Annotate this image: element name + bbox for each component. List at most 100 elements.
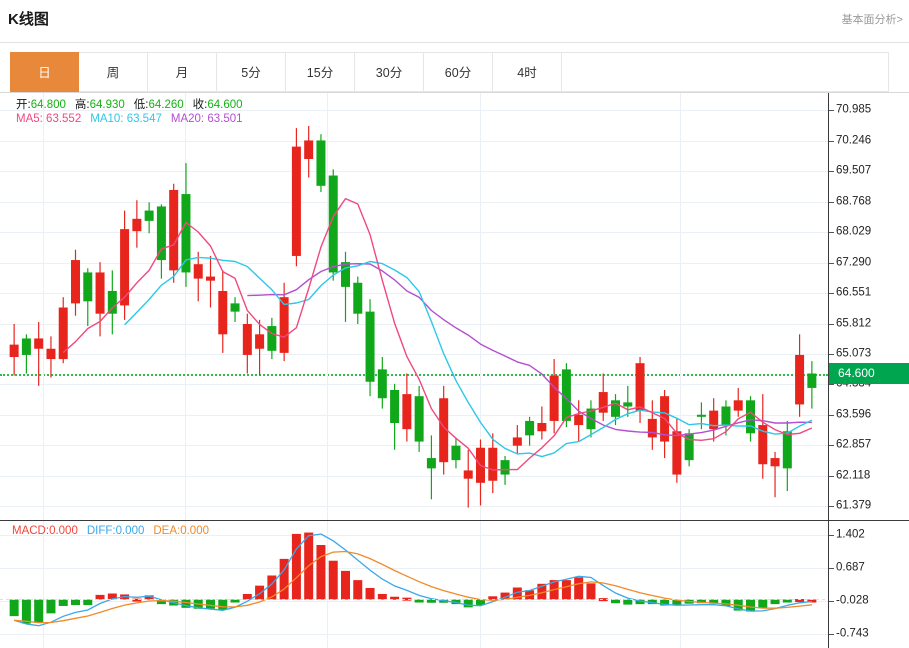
vertical-grid-line — [185, 93, 186, 520]
price-axis-tick — [829, 353, 834, 355]
macd-axis-label: 0.687 — [836, 561, 865, 574]
tab-0[interactable]: 日 — [10, 52, 79, 92]
ma20-value: 63.501 — [207, 113, 243, 125]
price-axis-tick — [829, 506, 834, 508]
ma5-label: MA5: — [16, 113, 43, 125]
macd-grid-line — [0, 534, 828, 536]
close-value: 64.600 — [207, 99, 243, 111]
macd-grid-line — [0, 600, 828, 602]
tab-3[interactable]: 5分 — [217, 52, 286, 92]
price-axis-label: 69.507 — [836, 164, 872, 177]
macd-label: MACD: — [12, 525, 50, 537]
low-value: 64.260 — [148, 99, 184, 111]
price-axis-tick — [829, 110, 834, 112]
vertical-grid-line — [480, 93, 481, 520]
price-grid-line — [0, 384, 828, 386]
vertical-grid-line — [185, 521, 186, 648]
diff-label: DIFF: — [86, 525, 116, 537]
macd-grid-line — [0, 567, 828, 569]
price-axis-tick — [829, 140, 834, 142]
macd-value: 0.000 — [49, 525, 78, 537]
vertical-grid-line — [680, 93, 681, 520]
ma20-label: MA20: — [170, 113, 205, 125]
price-axis-label: 62.857 — [836, 438, 872, 451]
macd-axis-label: -0.028 — [836, 594, 869, 607]
candlestick-series — [9, 126, 817, 508]
price-axis-label: 62.118 — [836, 469, 871, 482]
dea-label: DEA: — [153, 525, 181, 537]
price-axis-label: 70.246 — [836, 133, 872, 146]
period-tab-bar[interactable]: 日周月 5分 15分 30分 60分 4时 — [10, 52, 889, 92]
price-grid-line — [0, 323, 828, 325]
price-axis-tick — [829, 201, 834, 203]
tab-4[interactable]: 15分 — [286, 52, 355, 92]
price-axis-label: 61.379 — [836, 499, 872, 512]
price-grid-line — [0, 110, 828, 112]
high-label: 高: — [74, 99, 90, 111]
fundamental-analysis-link[interactable]: 基本面分析> — [841, 14, 903, 26]
tab-2[interactable]: 月 — [148, 52, 217, 92]
price-axis-label: 65.073 — [836, 347, 872, 360]
macd-plot-area[interactable] — [0, 521, 828, 648]
price-axis-label: 63.596 — [836, 408, 872, 421]
high-value: 64.930 — [89, 99, 125, 111]
price-axis-label: 68.768 — [836, 194, 872, 207]
price-grid-line — [0, 293, 828, 295]
vertical-grid-line — [327, 93, 328, 520]
price-axis: 70.985 70.246 69.507 68.768 68.029 67.290 66.5… — [828, 93, 909, 520]
low-label: 低: — [133, 99, 149, 111]
open-label: 开: — [16, 99, 31, 111]
price-grid-line — [0, 475, 828, 477]
ma5-value: 63.552 — [46, 113, 82, 125]
price-grid-line — [0, 445, 828, 447]
price-axis-label: 70.985 — [836, 103, 872, 116]
price-grid-line — [0, 201, 828, 203]
price-axis-tick — [829, 171, 834, 173]
vertical-grid-line — [680, 521, 681, 648]
price-axis-label: 67.290 — [836, 255, 872, 268]
price-axis-tick — [829, 262, 834, 264]
macd-axis-tick — [829, 600, 834, 602]
price-grid-line — [0, 140, 828, 142]
tab-bar-filler — [562, 52, 889, 92]
price-axis-tick — [829, 475, 834, 477]
price-axis-tick — [829, 414, 834, 416]
tab-1[interactable]: 周 — [79, 52, 148, 92]
price-axis-label: 68.029 — [836, 225, 872, 238]
macd-axis-tick — [829, 534, 834, 536]
header-divider — [0, 42, 909, 43]
price-axis-tick — [829, 293, 834, 295]
vertical-grid-line — [327, 521, 328, 648]
vertical-grid-line — [480, 521, 481, 648]
price-axis-tick — [829, 323, 834, 325]
price-grid-line — [0, 353, 828, 355]
tab-5[interactable]: 30分 — [355, 52, 424, 92]
price-axis-label: 65.812 — [836, 316, 872, 329]
macd-pane: 1.402 0.687 -0.028 -0.743 MACD:0.000 DIFF:0.… — [0, 521, 909, 648]
page-header: K线图 基本面分析> — [0, 0, 909, 35]
price-plot-area[interactable] — [0, 93, 828, 520]
price-grid-line — [0, 414, 828, 416]
tab-7[interactable]: 4时 — [493, 52, 562, 92]
macd-axis-label: -0.743 — [836, 627, 869, 640]
page-title: K线图 — [8, 11, 49, 28]
price-axis-tick — [829, 232, 834, 234]
chart-frame: 70.985 70.246 69.507 68.768 68.029 67.290 66.5… — [0, 92, 909, 648]
last-price-badge: 64.600 — [829, 363, 909, 384]
macd-axis-tick — [829, 567, 834, 569]
price-axis-tick — [829, 384, 834, 386]
price-grid-line — [0, 506, 828, 508]
price-axis-tick — [829, 445, 834, 447]
price-grid-line — [0, 171, 828, 173]
ma-legend: MA5: 63.552 MA10: 63.547 MA20: 63.501 — [16, 113, 243, 125]
last-price-line — [0, 373, 828, 376]
close-label: 收: — [192, 99, 208, 111]
macd-axis-label: 1.402 — [836, 528, 865, 540]
macd-grid-line — [0, 633, 828, 635]
ma10-value: 63.547 — [126, 113, 162, 125]
ohlc-legend: 开:64.800 高:64.930 低:64.260 收:64.600 — [16, 96, 243, 112]
price-pane: 70.985 70.246 69.507 68.768 68.029 67.290 66.5… — [0, 92, 909, 521]
price-grid-line — [0, 232, 828, 234]
tab-6[interactable]: 60分 — [424, 52, 493, 92]
